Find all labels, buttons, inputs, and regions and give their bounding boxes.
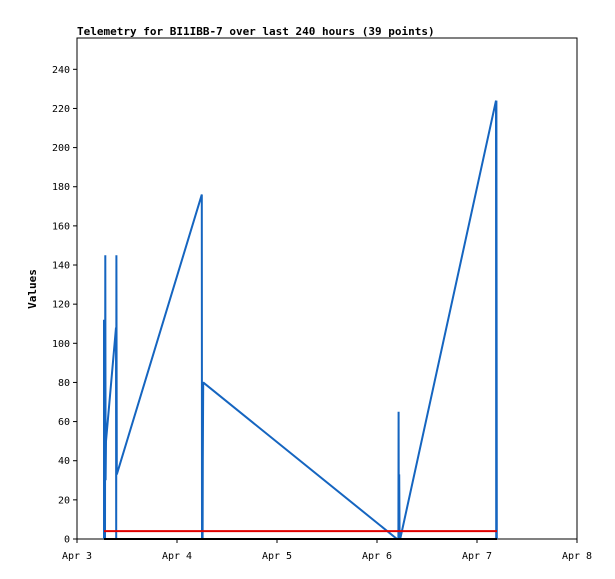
y-tick-label: 40 (58, 456, 70, 467)
y-tick-label: 60 (58, 417, 70, 428)
x-tick-label: Apr 6 (362, 551, 392, 562)
series-line-0 (103, 100, 498, 540)
y-tick-label: 160 (52, 221, 70, 232)
x-tick-label: Apr 3 (62, 551, 92, 562)
y-tick-label: 100 (52, 339, 70, 350)
chart-title: Telemetry for BI1IBB-7 over last 240 hou… (77, 25, 435, 38)
y-tick-label: 140 (52, 261, 70, 272)
y-tick-label: 20 (58, 495, 70, 506)
series-layer (103, 100, 498, 540)
y-tick-label: 120 (52, 300, 70, 311)
y-tick-label: 240 (52, 65, 70, 76)
y-tick-label: 220 (52, 104, 70, 115)
x-tick-label: Apr 5 (262, 551, 292, 562)
y-axis-label: Values (26, 269, 39, 309)
x-tick-label: Apr 8 (562, 551, 592, 562)
x-axis: Apr 3 Apr 4 Apr 5 Apr 6 Apr 7 Apr 8 (62, 539, 592, 562)
y-tick-label: 80 (58, 378, 70, 389)
y-tick-label: 0 (64, 535, 70, 546)
x-tick-label: Apr 4 (162, 551, 192, 562)
y-tick-label: 200 (52, 143, 70, 154)
plot-area (76, 37, 578, 540)
y-axis: 0 20 40 60 80 100 120 140 160 180 200 220 240 (52, 65, 77, 546)
x-tick-label: Apr 7 (462, 551, 492, 562)
y-tick-label: 180 (52, 182, 70, 193)
